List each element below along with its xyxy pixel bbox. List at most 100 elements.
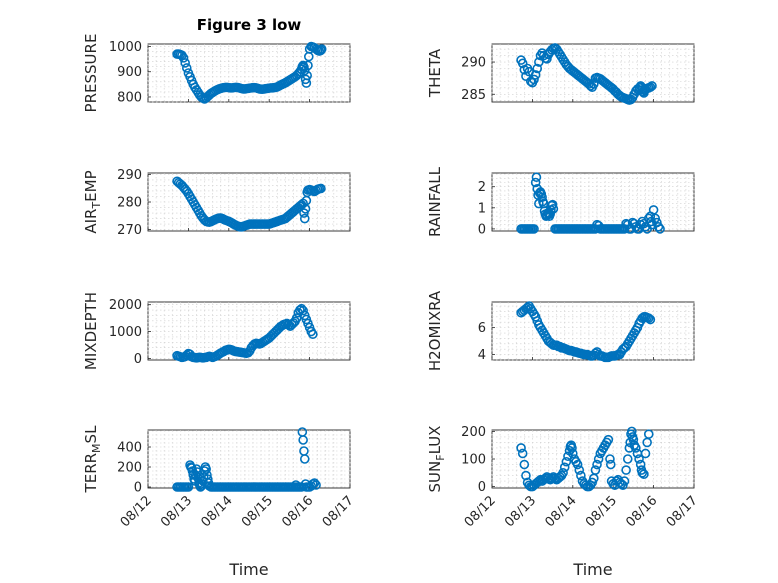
y-tick-label: 200 (461, 425, 486, 440)
series-markers (172, 41, 327, 104)
data-point (308, 329, 318, 340)
x-tick-label: 08/17 (320, 493, 357, 530)
y-tick-label: 200 (117, 461, 142, 476)
data-point (309, 478, 320, 488)
data-point (558, 468, 568, 478)
series-markers (516, 43, 657, 105)
subplot-2: 285 290 THETA (426, 43, 695, 105)
data-point (530, 177, 541, 188)
y-tick-label: 4 (478, 348, 486, 363)
subplot-3: 270 280 290 AIRTEMP (82, 168, 351, 238)
data-point (311, 480, 321, 490)
data-point (516, 443, 526, 453)
y-tick-label: 285 (461, 88, 486, 103)
data-point (521, 470, 531, 481)
data-point (647, 81, 657, 91)
y-axis-label: PRESSURE (82, 34, 100, 113)
data-point (559, 462, 570, 473)
data-point (529, 224, 539, 234)
x-tick-label: 08/14 (199, 493, 236, 530)
data-point (181, 63, 192, 73)
data-point (639, 469, 649, 479)
x-tick-label: 08/16 (623, 493, 660, 530)
x-tick-label: 08/17 (664, 493, 701, 530)
x-tick-label: 08/13 (158, 493, 195, 530)
figure-title: Figure 3 low (197, 16, 302, 34)
data-point (298, 435, 308, 445)
x-tick-label: 08/16 (279, 493, 316, 530)
series-markers (516, 426, 654, 492)
data-point (650, 213, 661, 224)
series-markers (172, 176, 326, 232)
subplot-5: 0 1000 2000 MIXDEPTH (82, 292, 351, 370)
y-tick-label: 0 (134, 481, 142, 496)
y-axis-label: H2OMIXRA (426, 290, 444, 371)
y-tick-label: 6 (478, 321, 486, 336)
data-point (561, 456, 572, 467)
x-tick-label: 08/14 (543, 493, 580, 530)
data-point (291, 313, 302, 323)
data-point (572, 459, 583, 470)
data-point (631, 443, 641, 453)
data-point (622, 454, 633, 464)
subplot-7: 08/12 08/13 08/14 08/15 08/16 08/17 0 200 400 TER… (82, 425, 357, 579)
x-tick-label: 08/15 (239, 493, 276, 530)
data-point (298, 305, 308, 316)
y-tick-label: 100 (461, 453, 486, 468)
data-point (645, 314, 656, 325)
data-point (567, 443, 577, 453)
data-point (640, 221, 651, 232)
data-point (548, 204, 559, 214)
y-tick-label: 1000 (109, 40, 142, 55)
data-point (532, 63, 543, 74)
data-point (634, 454, 644, 464)
data-point (643, 313, 654, 323)
data-point (637, 468, 648, 478)
data-point (567, 448, 578, 459)
data-point (645, 82, 656, 92)
data-point (316, 44, 327, 54)
data-point (619, 476, 630, 486)
data-point (183, 482, 194, 492)
data-point (593, 454, 604, 464)
y-tick-label: 290 (461, 56, 486, 71)
series-markers (172, 303, 318, 363)
data-point (303, 60, 313, 71)
y-tick-label: 290 (117, 168, 142, 183)
x-tick-label: 08/12 (462, 493, 499, 530)
data-point (621, 465, 631, 475)
x-tick-label: 08/15 (583, 493, 620, 530)
y-tick-label: 270 (117, 223, 142, 238)
data-point (592, 459, 602, 470)
y-axis-label: TERRMSL (82, 425, 103, 494)
data-point (180, 58, 190, 68)
data-point (519, 459, 530, 470)
x-axis-label: Time (572, 560, 612, 579)
data-point (574, 465, 585, 475)
subplot-1: 800 900 1000 PRESSURE (82, 34, 351, 113)
y-axis-label: MIXDEPTH (82, 292, 100, 370)
y-tick-label: 900 (117, 65, 142, 80)
data-point (517, 448, 528, 459)
y-tick-label: 1000 (109, 325, 142, 340)
y-tick-label: 280 (117, 196, 142, 211)
data-point (628, 434, 639, 445)
data-point (531, 172, 542, 183)
data-point (640, 448, 651, 459)
y-tick-label: 1 (478, 201, 486, 216)
series-markers (516, 301, 656, 363)
y-tick-label: 0 (134, 352, 142, 367)
data-point (655, 224, 665, 234)
series-markers (172, 427, 321, 492)
data-point (603, 434, 614, 445)
data-point (576, 470, 586, 481)
data-point (605, 459, 616, 470)
subplot-8: 08/12 08/13 08/14 08/15 08/16 08/17 0 100 200 SUN… (426, 425, 701, 579)
subplot-4: 0 1 2 RAINFALL (426, 166, 695, 237)
data-point (605, 454, 615, 464)
data-point (547, 199, 558, 210)
y-axis-label: AIRTEMP (82, 170, 103, 233)
y-tick-label: 2000 (109, 298, 142, 313)
subplot-6: 4 6 H2OMIXRA (426, 290, 695, 371)
